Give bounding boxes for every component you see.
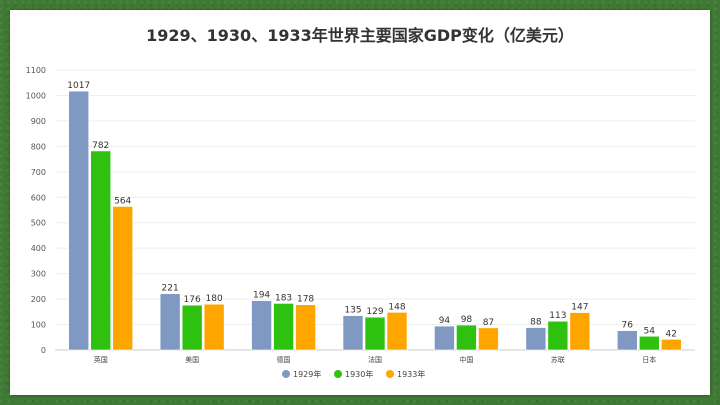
bar-value-label: 1017 <box>67 81 90 91</box>
bar <box>203 303 225 351</box>
y-tick-label: 900 <box>31 117 46 126</box>
x-tick-label: 日本 <box>642 355 656 364</box>
bar-value-label: 42 <box>666 329 677 339</box>
bar-value-label: 87 <box>483 318 494 328</box>
bar <box>434 325 455 351</box>
bar-value-label: 129 <box>366 307 383 317</box>
x-tick-label: 中国 <box>459 355 473 364</box>
bar-value-label: 148 <box>388 302 405 312</box>
y-tick-label: 600 <box>31 193 46 202</box>
y-tick-label: 500 <box>31 219 46 228</box>
bar-value-label: 194 <box>253 291 270 301</box>
x-tick-label: 法国 <box>368 355 382 364</box>
bar <box>660 339 682 351</box>
bar-value-label: 76 <box>622 321 634 331</box>
legend-label: 1929年 <box>293 369 321 379</box>
bar-value-label: 180 <box>206 294 223 304</box>
bar-value-label: 564 <box>114 196 131 206</box>
y-tick-label: 1000 <box>26 91 46 100</box>
bar <box>273 303 294 351</box>
y-tick-label: 400 <box>31 244 46 253</box>
bar-value-label: 135 <box>344 306 361 316</box>
bar <box>342 315 364 351</box>
bar <box>251 300 272 351</box>
y-tick-label: 200 <box>31 295 46 304</box>
bar <box>456 324 477 351</box>
legend-marker <box>334 370 342 378</box>
x-tick-label: 美国 <box>185 355 199 364</box>
bar <box>181 304 203 351</box>
y-tick-label: 800 <box>31 142 46 151</box>
bar-value-label: 94 <box>439 316 451 326</box>
bar-value-label: 176 <box>184 295 201 305</box>
bar-value-label: 221 <box>162 284 179 294</box>
bar-value-label: 88 <box>530 318 542 328</box>
bar-value-label: 782 <box>92 141 109 151</box>
legend-label: 1930年 <box>345 369 373 379</box>
bar <box>525 327 547 351</box>
bar <box>295 304 316 351</box>
bar-chart: 0 100 200 300 400 500 600 700 800 900 1000 1100 1017… <box>26 66 695 379</box>
chart-card: 1929、1930、1933年世界主要国家GDP变化（亿美元） 0 100 200 3… <box>10 10 710 395</box>
bar <box>68 90 90 351</box>
y-tick-label: 300 <box>31 270 46 279</box>
y-tick-label: 100 <box>31 321 46 330</box>
bar-value-label: 147 <box>571 303 588 313</box>
legend-marker <box>282 370 290 378</box>
y-tick-label: 700 <box>31 168 46 177</box>
legend-marker <box>386 370 394 378</box>
bar-value-label: 183 <box>275 293 292 303</box>
bar <box>364 316 386 351</box>
bar <box>569 312 591 351</box>
x-tick-label: 英国 <box>94 355 108 364</box>
bar-value-label: 178 <box>297 295 314 305</box>
bar <box>616 330 638 351</box>
chart-title: 1929、1930、1933年世界主要国家GDP变化（亿美元） <box>146 26 574 45</box>
bar <box>159 293 181 351</box>
x-tick-label: 德国 <box>277 355 291 364</box>
bar <box>478 327 499 351</box>
y-tick-label: 0 <box>41 346 46 355</box>
bar <box>386 312 408 351</box>
bar-value-label: 113 <box>549 311 566 321</box>
bar <box>112 206 134 351</box>
bar-value-label: 98 <box>461 315 473 325</box>
bar <box>90 150 112 351</box>
x-tick-label: 苏联 <box>551 355 565 364</box>
bar <box>638 335 660 351</box>
legend-label: 1933年 <box>397 369 425 379</box>
bar <box>547 320 569 351</box>
y-tick-label: 1100 <box>26 66 46 75</box>
bar-value-label: 54 <box>644 326 656 336</box>
